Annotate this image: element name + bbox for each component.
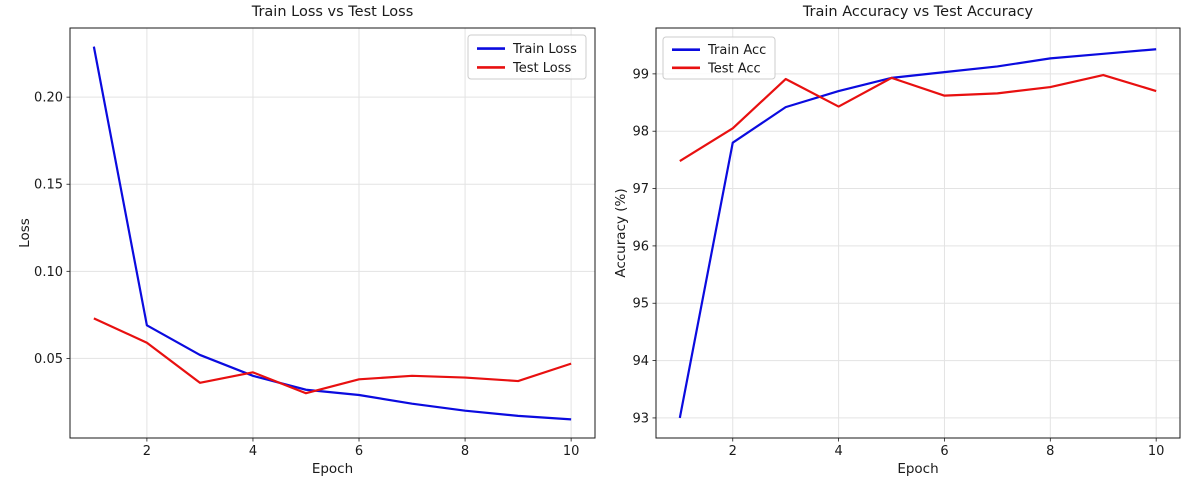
accuracy-chart-title: Train Accuracy vs Test Accuracy (802, 4, 1034, 20)
train-acc-legend-label: Train Acc (707, 43, 766, 58)
axes-box (69, 27, 596, 439)
x-tick-label: 8 (1046, 444, 1054, 459)
x-tick-label: 6 (355, 444, 363, 459)
y-tick-label: 98 (632, 125, 649, 140)
y-tick-label: 0.10 (34, 265, 63, 280)
test-acc-line (679, 73, 1157, 162)
y-tick-label: 0.05 (34, 352, 63, 367)
grid (656, 28, 1180, 438)
ticks: 2 4 6 8 10 0.05 0.10 0.15 0.20 (34, 91, 579, 459)
ticks: 2 4 6 8 10 93 94 95 96 97 98 99 (632, 67, 1164, 459)
x-tick-label: 4 (249, 444, 257, 459)
test-acc-legend-label: Test Acc (707, 61, 761, 76)
y-tick-label: 93 (632, 411, 649, 426)
accuracy-x-axis-label: Epoch (897, 461, 939, 477)
y-tick-label: 0.20 (34, 91, 63, 106)
x-tick-label: 6 (940, 444, 948, 459)
loss-x-axis-label: Epoch (311, 461, 354, 477)
x-tick-label: 4 (834, 444, 842, 459)
loss-chart-title: Train Loss vs Test Loss (251, 4, 414, 20)
y-tick-label: 97 (632, 182, 649, 197)
legend: Train Acc Test Acc (662, 36, 776, 80)
accuracy-y-axis-label: Accuracy (%) (613, 188, 629, 278)
test-loss-line (93, 317, 572, 395)
x-tick-label: 10 (563, 444, 580, 459)
y-tick-label: 94 (632, 354, 649, 369)
train-acc-line (678, 48, 1157, 419)
axes-box (655, 27, 1181, 439)
train-loss-vs-test-loss-chart: 2 4 6 8 10 0.05 0.10 0.15 0.20 Train Loss Test Los… (34, 27, 596, 459)
train-accuracy-vs-test-accuracy-chart: 2 4 6 8 10 93 94 95 96 97 98 99 Train Acc Test Acc (632, 27, 1181, 459)
train-loss-legend-label: Train Loss (512, 42, 577, 57)
y-tick-label: 99 (632, 67, 649, 82)
y-tick-label: 0.15 (34, 178, 63, 193)
y-tick-label: 95 (632, 297, 649, 312)
grid (70, 28, 595, 438)
x-tick-label: 8 (461, 444, 469, 459)
y-tick-label: 96 (632, 239, 649, 254)
x-tick-label: 2 (729, 444, 737, 459)
x-tick-label: 2 (143, 444, 151, 459)
train-loss-line (92, 46, 572, 421)
x-tick-label: 10 (1148, 444, 1165, 459)
test-loss-legend-label: Test Loss (512, 61, 571, 76)
legend: Train Loss Test Loss (467, 34, 587, 80)
loss-y-axis-label: Loss (17, 218, 33, 248)
